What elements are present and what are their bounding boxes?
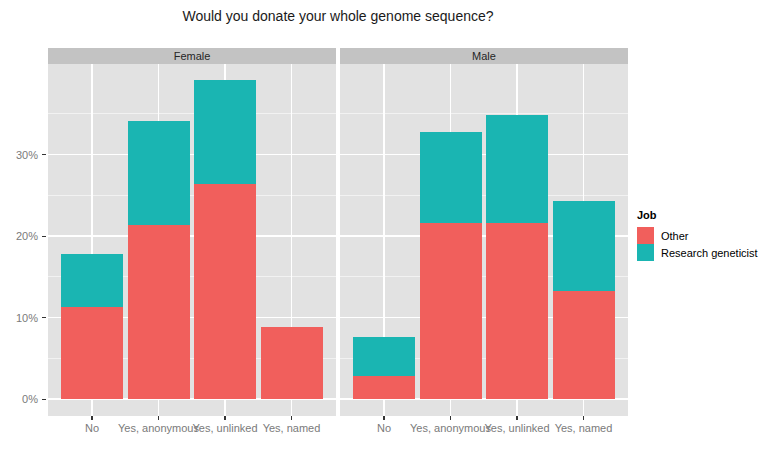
bar-segment [553,291,615,399]
panel-male [340,64,628,416]
legend-swatch-other [637,227,654,244]
y-axis-tick-label: 10% [0,311,38,325]
x-axis-tick-mark [224,416,225,420]
x-axis-tick-mark [583,416,584,420]
legend-label-research-geneticist: Research geneticist [661,247,758,259]
facet-strip-female: Female [48,48,336,64]
bar-segment [128,225,190,399]
stacked-bar [128,121,190,399]
bar-segment [420,223,482,399]
stacked-bar [486,115,548,399]
stacked-bar [553,201,615,399]
bar-segment [61,307,123,399]
bar-segment [553,201,615,291]
x-axis-tick-label: No [377,422,391,434]
x-axis-tick-mark [91,416,92,420]
legend-title: Job [637,209,758,221]
bar-segment [420,132,482,223]
bar-segment [194,184,256,399]
bar-segment [194,80,256,184]
x-axis-tick-label: Yes, unlinked [484,422,549,434]
bar-segment [486,115,548,223]
bar-segment [353,376,415,399]
bar-segment [486,223,548,399]
y-axis-tick-label: 30% [0,148,38,162]
x-axis-tick-label: Yes, anonymous [410,422,491,434]
panel-female [48,64,336,416]
y-axis-tick-mark [42,154,46,155]
x-axis-tick-mark [450,416,451,420]
y-axis-tick-mark [42,399,46,400]
x-axis-tick-mark [291,416,292,420]
faceted-stacked-bar-chart: Would you donate your whole genome seque… [0,0,766,456]
x-axis-tick-label: Yes, unlinked [192,422,257,434]
stacked-bar [420,132,482,399]
x-axis-tick-mark [158,416,159,420]
bar-segment [128,121,190,225]
y-axis-tick-mark [42,236,46,237]
stacked-bar [194,80,256,399]
facet-strip-female-label: Female [174,50,211,62]
stacked-bar [353,337,415,399]
y-axis-tick-label: 20% [0,229,38,243]
legend-label-other: Other [661,230,689,242]
stacked-bar [261,327,323,399]
x-axis-tick-label: Yes, anonymous [118,422,199,434]
legend-item-research-geneticist: Research geneticist [637,244,758,261]
chart-title: Would you donate your whole genome seque… [48,8,628,24]
bar-segment [353,337,415,376]
x-axis-tick-label: No [85,422,99,434]
stacked-bar [61,254,123,399]
legend: Job Other Research geneticist [637,209,758,261]
bar-segment [261,327,323,399]
y-axis-tick-label: 0% [0,392,38,406]
facet-strip-male: Male [340,48,628,64]
y-axis-tick-mark [42,317,46,318]
x-axis-tick-mark [383,416,384,420]
legend-swatch-research-geneticist [637,244,654,261]
x-axis-tick-label: Yes, named [263,422,321,434]
legend-item-other: Other [637,227,758,244]
bar-segment [61,254,123,307]
facet-strip-male-label: Male [472,50,496,62]
x-axis-tick-mark [516,416,517,420]
x-axis-tick-label: Yes, named [555,422,613,434]
